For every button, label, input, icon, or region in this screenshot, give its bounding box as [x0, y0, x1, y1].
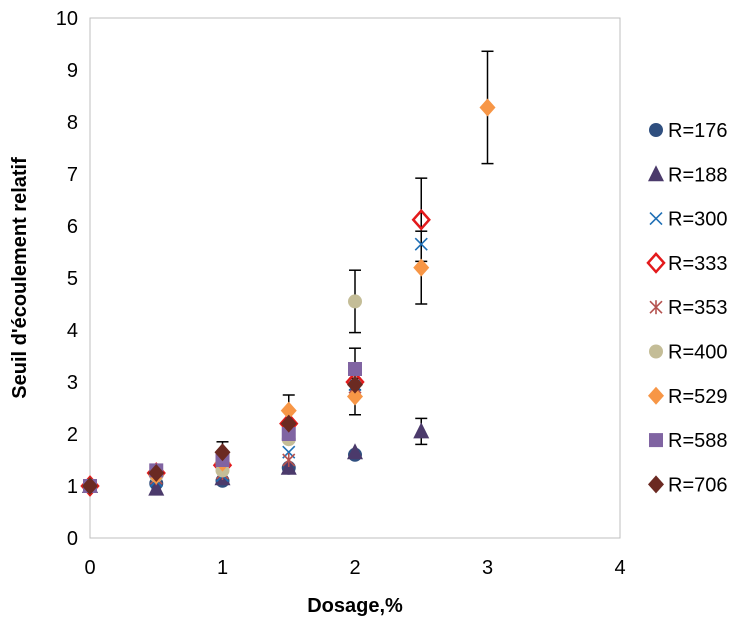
data-point: [280, 414, 297, 433]
data-point: [479, 98, 496, 117]
legend-marker: [648, 475, 664, 494]
legend-marker: [648, 386, 664, 405]
legend-item: R=353: [649, 297, 728, 319]
y-tick-label: 5: [67, 268, 78, 290]
y-tick-label: 9: [67, 60, 78, 82]
legend-item: R=300: [649, 209, 728, 231]
y-axis-title: Seuil d'écoulement relatif: [9, 157, 31, 399]
data-point: [280, 401, 297, 420]
y-tick-label: 8: [67, 112, 78, 134]
data-point: [82, 477, 98, 495]
legend-item: R=333: [646, 252, 728, 275]
legend-item: R=588: [649, 430, 728, 452]
legend-marker: [649, 300, 663, 315]
x-tick-label: 3: [482, 557, 493, 579]
data-point: [281, 427, 296, 441]
y-tick-label: 3: [67, 372, 78, 394]
y-tick-label: 2: [67, 424, 78, 446]
data-point: [148, 464, 165, 482]
legend-item: R=188: [648, 164, 728, 186]
legend-marker: [649, 433, 663, 448]
data-point: [414, 237, 428, 251]
x-tick-label: 2: [349, 557, 360, 579]
y-tick-label: 7: [67, 164, 78, 186]
data-point: [347, 387, 363, 406]
legend-label: R=400: [668, 342, 728, 364]
legend-marker: [649, 123, 663, 137]
y-tick-label: 6: [67, 216, 78, 238]
y-tick-label: 1: [67, 476, 78, 498]
legend-label: R=300: [668, 209, 728, 231]
legend-item: R=706: [648, 474, 728, 496]
x-tick-label: 0: [84, 557, 95, 579]
y-tick-label: 0: [67, 528, 78, 550]
legend-label: R=333: [668, 253, 728, 275]
data-point: [282, 453, 296, 467]
data-point: [214, 443, 231, 462]
legend-item: R=400: [649, 342, 728, 364]
x-tick-labels: 0 1 2 3 4: [84, 557, 625, 579]
legend-label: R=353: [668, 297, 728, 319]
y-tick-label: 4: [67, 320, 78, 342]
legend-item: R=176: [649, 120, 728, 142]
data-point: [348, 294, 362, 309]
x-tick-label: 4: [614, 557, 625, 579]
data-point: [148, 479, 165, 496]
data-point: [413, 258, 430, 277]
legend-label: R=529: [668, 386, 728, 408]
legend-marker: [646, 252, 666, 274]
legend-label: R=188: [668, 164, 728, 186]
x-axis-title: Dosage,%: [307, 595, 403, 617]
legend-label: R=588: [668, 430, 728, 452]
legend: R=176 R=188 R=300 R=333 R=353 R=400 R=529 R=588…: [646, 120, 728, 496]
data-point: [347, 375, 363, 394]
data-point: [413, 422, 430, 439]
data-points-group: [80, 98, 496, 497]
y-tick-labels: 0 1 2 3 4 5 6 7 8 9 10: [56, 8, 78, 550]
data-point: [347, 443, 363, 460]
legend-label: R=176: [668, 120, 728, 142]
legend-marker: [648, 165, 664, 182]
legend-marker: [649, 344, 663, 359]
y-tick-label: 10: [56, 8, 78, 30]
legend-item: R=529: [648, 386, 728, 408]
legend-label: R=706: [668, 474, 728, 496]
x-tick-label: 1: [217, 557, 228, 579]
data-point: [348, 362, 362, 376]
legend-marker: [649, 212, 663, 226]
data-point: [411, 208, 431, 231]
